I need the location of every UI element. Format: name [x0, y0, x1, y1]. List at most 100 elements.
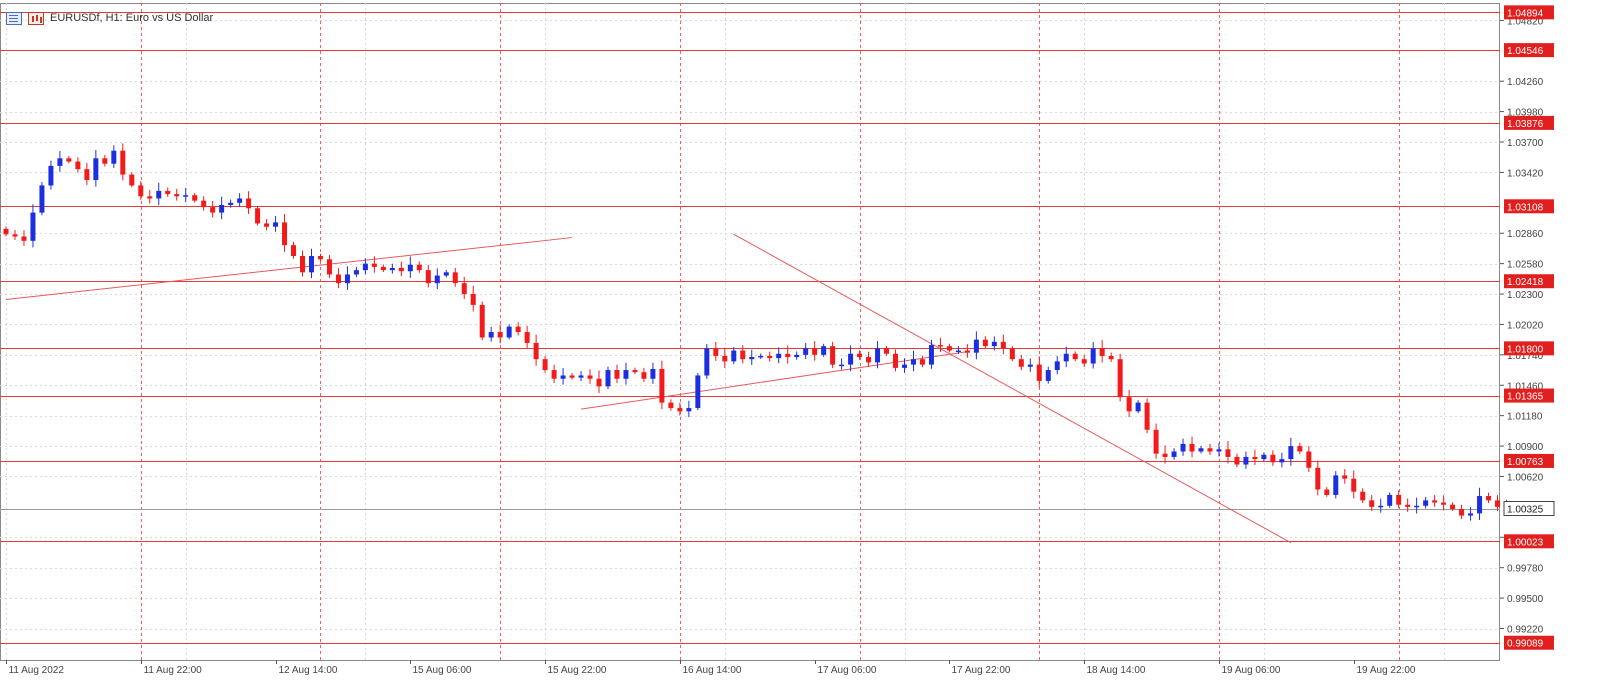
- candle: [30, 204, 36, 248]
- candle: [219, 196, 225, 220]
- candle: [21, 230, 27, 246]
- candle: [1018, 354, 1024, 371]
- level-price-box: [1504, 635, 1554, 650]
- candle: [1045, 366, 1051, 384]
- candle: [1297, 442, 1303, 455]
- candle: [884, 345, 890, 356]
- level-price-label: 1.03876: [1507, 119, 1544, 130]
- candle: [12, 229, 18, 240]
- candle: [84, 162, 90, 186]
- price-tick-label: 1.04260: [1507, 77, 1544, 88]
- candle: [713, 342, 719, 361]
- candle: [353, 266, 359, 278]
- grid: [0, 3, 1500, 661]
- candle: [857, 350, 863, 360]
- candle: [776, 347, 782, 364]
- candle: [452, 267, 458, 287]
- candle: [695, 373, 701, 410]
- candle: [821, 343, 827, 357]
- level-price-label: 1.04894: [1507, 8, 1544, 19]
- candle: [1027, 358, 1033, 372]
- candle: [443, 269, 449, 278]
- trend-line[interactable]: [5, 237, 573, 300]
- candle: [246, 191, 252, 215]
- candle: [1000, 334, 1006, 355]
- candle: [973, 331, 979, 360]
- time-tick-label: 19 Aug 22:00: [1357, 665, 1416, 676]
- candle: [228, 199, 234, 208]
- trend-line[interactable]: [580, 351, 968, 410]
- candle: [704, 343, 710, 379]
- candle: [1189, 436, 1195, 458]
- candle: [407, 256, 413, 278]
- candle: [111, 145, 117, 168]
- candle: [740, 345, 746, 364]
- candle: [1351, 470, 1357, 499]
- candle: [955, 346, 961, 354]
- candle: [1369, 495, 1375, 512]
- candle: [479, 301, 485, 341]
- candle: [1279, 452, 1285, 468]
- candle: [533, 334, 539, 366]
- price-tick-label: 0.99220: [1507, 625, 1544, 636]
- candle: [1342, 469, 1348, 484]
- price-tick-label: 1.00900: [1507, 442, 1544, 453]
- candle: [1387, 492, 1393, 508]
- candle: [425, 264, 431, 288]
- indicators-icon[interactable]: [28, 11, 44, 25]
- candle: [497, 324, 503, 344]
- symbol-list-icon[interactable]: [6, 11, 22, 25]
- candle: [156, 182, 162, 206]
- candle: [102, 154, 108, 167]
- candle: [1315, 460, 1321, 496]
- candle: [749, 349, 755, 366]
- day-separators: [141, 3, 1400, 660]
- candle: [1180, 438, 1186, 456]
- candle: [677, 402, 683, 416]
- trend-line[interactable]: [733, 233, 1292, 544]
- price-tick-label: 0.99780: [1507, 564, 1544, 575]
- candle: [524, 325, 530, 348]
- time-tick-label: 17 Aug 06:00: [818, 665, 877, 676]
- candle: [1117, 353, 1123, 402]
- level-price-box: [1504, 274, 1554, 289]
- candle: [1144, 398, 1150, 434]
- candle: [1306, 446, 1312, 473]
- level-price-label: 1.00023: [1507, 537, 1544, 548]
- horizontal-levels: [0, 12, 1500, 644]
- candle: [650, 362, 656, 384]
- candle: [758, 353, 764, 359]
- candle: [1378, 498, 1384, 513]
- candle: [1477, 487, 1483, 520]
- level-price-label: 0.99089: [1507, 639, 1544, 650]
- price-tick-label: 1.00620: [1507, 472, 1544, 483]
- trend-lines: [5, 233, 1292, 544]
- candle: [93, 150, 99, 187]
- candle: [1054, 356, 1060, 375]
- candle: [282, 214, 288, 252]
- candle: [722, 347, 728, 368]
- candle: [39, 182, 45, 216]
- candle: [919, 355, 925, 368]
- level-price-box: [1504, 115, 1554, 130]
- candle: [371, 256, 377, 273]
- plot-frame: [0, 3, 1500, 661]
- candle: [1126, 389, 1132, 418]
- candles: [3, 143, 1509, 521]
- candle: [3, 226, 9, 237]
- candle: [1081, 354, 1087, 368]
- candle: [1360, 488, 1366, 504]
- price-tick-label: 1.01740: [1507, 351, 1544, 362]
- candle: [273, 216, 279, 232]
- candle: [587, 369, 593, 384]
- candle: [578, 371, 584, 382]
- candle: [434, 268, 440, 289]
- time-tick-label: 18 Aug 14:00: [1087, 665, 1146, 676]
- candle: [964, 344, 970, 358]
- time-tick-label: 11 Aug 2022: [9, 665, 65, 676]
- level-price-label: 1.03108: [1507, 202, 1544, 213]
- candle: [910, 350, 916, 372]
- candle: [542, 355, 548, 373]
